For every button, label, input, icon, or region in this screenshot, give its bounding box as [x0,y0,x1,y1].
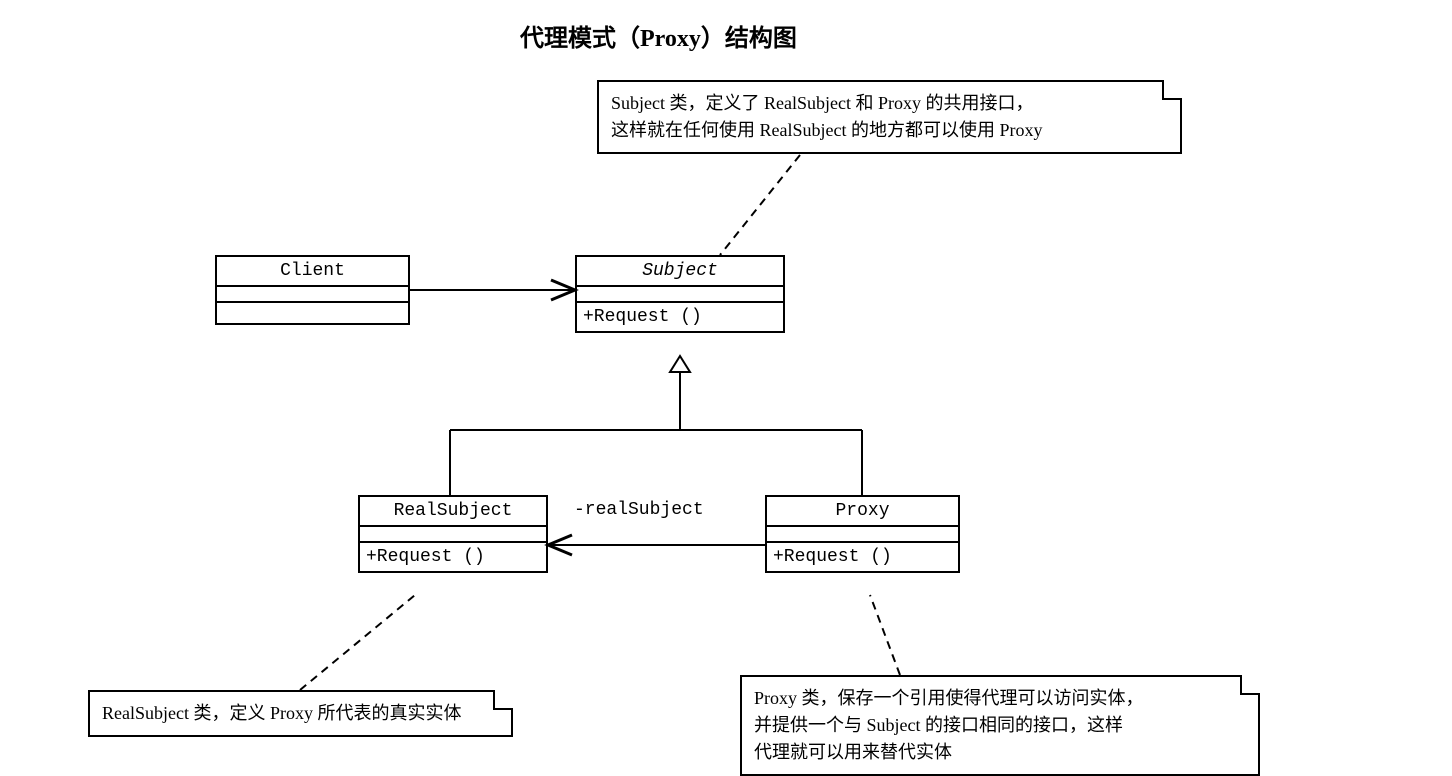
note-proxy: Proxy 类，保存一个引用使得代理可以访问实体，并提供一个与 Subject … [740,675,1260,776]
edge-label-realsubject: -realSubject [570,500,708,520]
class-subject-ops: +Request () [577,303,783,331]
class-proxy-name: Proxy [767,497,958,527]
class-subject: Subject +Request () [575,255,785,333]
class-realsubject-attrs [360,527,546,543]
edge-note-subject-link [720,155,800,255]
note-realsubject: RealSubject 类，定义 Proxy 所代表的真实实体 [88,690,513,737]
note-realsubject-text: RealSubject 类，定义 Proxy 所代表的真实实体 [102,703,461,723]
edge-note-realsubject-link [300,595,415,690]
class-proxy-attrs [767,527,958,543]
generalization-triangle [670,356,690,372]
note-fold-icon [1162,80,1182,100]
class-client-ops [217,303,408,323]
class-client: Client [215,255,410,325]
class-subject-name: Subject [577,257,783,287]
note-subject-text: Subject 类，定义了 RealSubject 和 Proxy 的共用接口，… [611,93,1042,140]
class-proxy: Proxy +Request () [765,495,960,573]
class-realsubject-name: RealSubject [360,497,546,527]
class-realsubject-ops: +Request () [360,543,546,571]
diagram-title: 代理模式（Proxy）结构图 [520,18,797,53]
class-client-name: Client [217,257,408,287]
class-subject-attrs [577,287,783,303]
class-proxy-ops: +Request () [767,543,958,571]
class-client-attrs [217,287,408,303]
note-fold-icon [1240,675,1260,695]
class-realsubject: RealSubject +Request () [358,495,548,573]
diagram-canvas: 代理模式（Proxy）结构图 Client Subject +Request (… [0,0,1452,770]
note-fold-icon [493,690,513,710]
note-subject: Subject 类，定义了 RealSubject 和 Proxy 的共用接口，… [597,80,1182,154]
note-proxy-text: Proxy 类，保存一个引用使得代理可以访问实体，并提供一个与 Subject … [754,688,1144,762]
edge-note-proxy-link [870,595,900,675]
